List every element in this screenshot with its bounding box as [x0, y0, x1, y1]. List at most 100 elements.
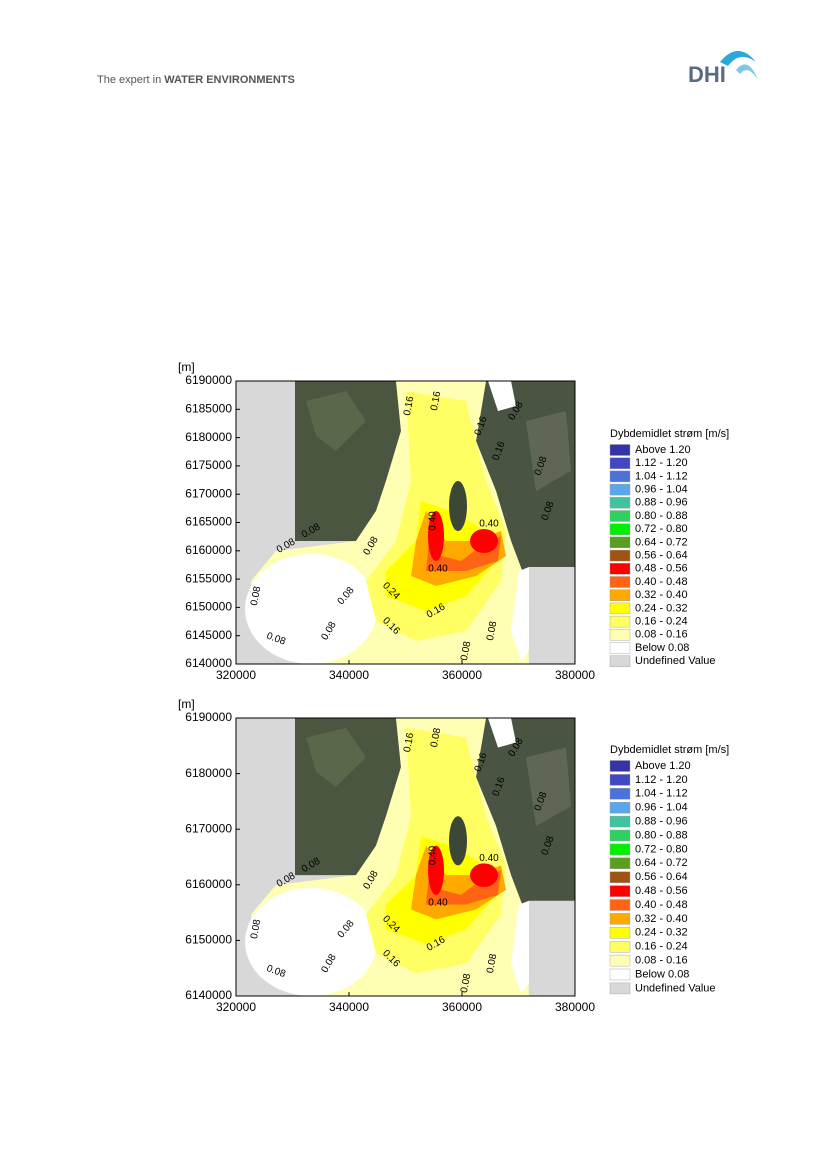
y-tick-label: 6160000: [185, 543, 232, 557]
legend-label: 0.24 - 0.32: [635, 927, 688, 939]
map: [236, 381, 575, 664]
legend-swatch: [609, 523, 631, 535]
y-tick-label: 6150000: [185, 933, 232, 947]
x-tick-label: 320000: [216, 1000, 256, 1014]
x-tick-label: 360000: [442, 1000, 482, 1014]
legend-label: Above 1.20: [635, 444, 691, 456]
legend-label: 0.72 - 0.80: [635, 843, 688, 855]
legend-swatch: [609, 802, 631, 814]
legend-label: 0.88 - 0.96: [635, 816, 688, 828]
legend-label: 0.72 - 0.80: [635, 523, 688, 535]
legend-swatch: [609, 615, 631, 628]
legend-swatch: [609, 815, 631, 828]
legend-swatch: [609, 899, 631, 911]
legend-label: 1.12 - 1.20: [635, 457, 688, 469]
contour-label: 0.16: [402, 732, 416, 754]
x-tick-label: 380000: [555, 1000, 595, 1014]
y-tick-label: 6165000: [185, 515, 232, 529]
legend-swatch: [609, 497, 631, 509]
plot-frame: [235, 717, 576, 997]
legend-label: 1.04 - 1.12: [635, 788, 688, 800]
legend-title: Dybdemidlet strøm [m/s]: [610, 744, 729, 756]
legend-swatch: [609, 857, 631, 869]
legend-label: Undefined Value: [635, 982, 716, 994]
legend-label: 0.48 - 0.56: [635, 885, 688, 897]
legend-swatch: [609, 885, 631, 897]
contour-label: 0.40: [428, 564, 448, 575]
legend-swatch: [609, 954, 631, 967]
legend-label: 0.16 - 0.24: [635, 941, 688, 953]
legend-label: 0.40 - 0.48: [635, 899, 688, 911]
legend-label: 0.48 - 0.56: [635, 563, 688, 575]
legend-label: 0.80 - 0.88: [635, 510, 688, 522]
legend-swatch: [609, 444, 631, 456]
legend-swatch: [609, 760, 631, 772]
legend-label: 0.08 - 0.16: [635, 629, 688, 641]
y-tick-label: 6190000: [185, 710, 232, 724]
legend-swatch: [609, 602, 631, 615]
contour-label: 0.08: [485, 620, 499, 642]
legend-swatch: [609, 829, 631, 842]
y-tick-label: 6155000: [185, 571, 232, 585]
map: [236, 718, 575, 996]
legend-swatch: [609, 536, 631, 549]
legend-swatch: [609, 549, 631, 562]
legend-label: 0.08 - 0.16: [635, 955, 688, 967]
contour-label: 0.08: [249, 585, 263, 607]
x-tick-label: 340000: [329, 1000, 369, 1014]
legend-swatch: [609, 913, 631, 925]
legend-swatch: [609, 655, 631, 667]
contour-label: 0.40: [479, 853, 499, 864]
legend-label: 0.96 - 1.04: [635, 802, 688, 814]
legend-swatch: [609, 871, 631, 883]
legend-swatch: [609, 927, 631, 939]
legend-swatch: [609, 941, 631, 953]
legend-label: 0.88 - 0.96: [635, 497, 688, 509]
legend-label: 0.40 - 0.48: [635, 576, 688, 588]
legend-swatch: [609, 843, 631, 856]
legend-label: 1.04 - 1.12: [635, 470, 688, 482]
legend-label: 0.56 - 0.64: [635, 871, 688, 883]
contour-label: 0.08: [459, 972, 473, 994]
legend-label: Below 0.08: [635, 968, 689, 980]
x-tick-label: 360000: [442, 668, 482, 682]
legend-label: 0.80 - 0.88: [635, 829, 688, 841]
legend-label: Below 0.08: [635, 642, 689, 654]
y-tick-label: 6145000: [185, 628, 232, 642]
y-tick-label: 6170000: [185, 486, 232, 500]
contour-label: 0.16: [402, 395, 416, 417]
legend-swatch: [609, 510, 631, 522]
contour-label: 0.08: [459, 640, 473, 662]
legend-swatch: [609, 982, 631, 995]
x-tick-label: 340000: [329, 668, 369, 682]
legend-label: Above 1.20: [635, 760, 691, 772]
legend-swatch: [609, 457, 631, 469]
y-tick-label: 6160000: [185, 877, 232, 891]
legend-label: 0.64 - 0.72: [635, 536, 688, 548]
tagline-emphasis: WATER ENVIRONMENTS: [164, 74, 295, 86]
contour-label: 0.16: [429, 390, 443, 412]
legend-swatch: [609, 642, 631, 654]
x-tick-label: 380000: [555, 668, 595, 682]
tagline: The expert in WATER ENVIRONMENTS: [97, 74, 295, 86]
legend-label: 0.16 - 0.24: [635, 616, 688, 628]
y-tick-label: 6180000: [185, 766, 232, 780]
y-tick-label: 6185000: [185, 401, 232, 415]
y-tick-label: 6190000: [185, 373, 232, 387]
legend-swatch: [609, 576, 631, 588]
legend-label: 0.64 - 0.72: [635, 857, 688, 869]
contour-label: 0.40: [428, 897, 448, 908]
y-tick-label: 6175000: [185, 458, 232, 472]
legend-title: Dybdemidlet strøm [m/s]: [610, 428, 729, 440]
legend-swatch: [609, 483, 631, 496]
y-tick-label: 6180000: [185, 430, 232, 444]
logo-wave: [736, 64, 758, 80]
legend-label: 0.32 - 0.40: [635, 913, 688, 925]
legend-swatch: [609, 589, 631, 601]
y-unit: [m]: [178, 360, 195, 374]
contour-label: 0.40: [479, 519, 499, 530]
logo-wave: [720, 51, 756, 66]
contour-label: 0.08: [429, 727, 443, 749]
legend-swatch: [609, 788, 631, 800]
